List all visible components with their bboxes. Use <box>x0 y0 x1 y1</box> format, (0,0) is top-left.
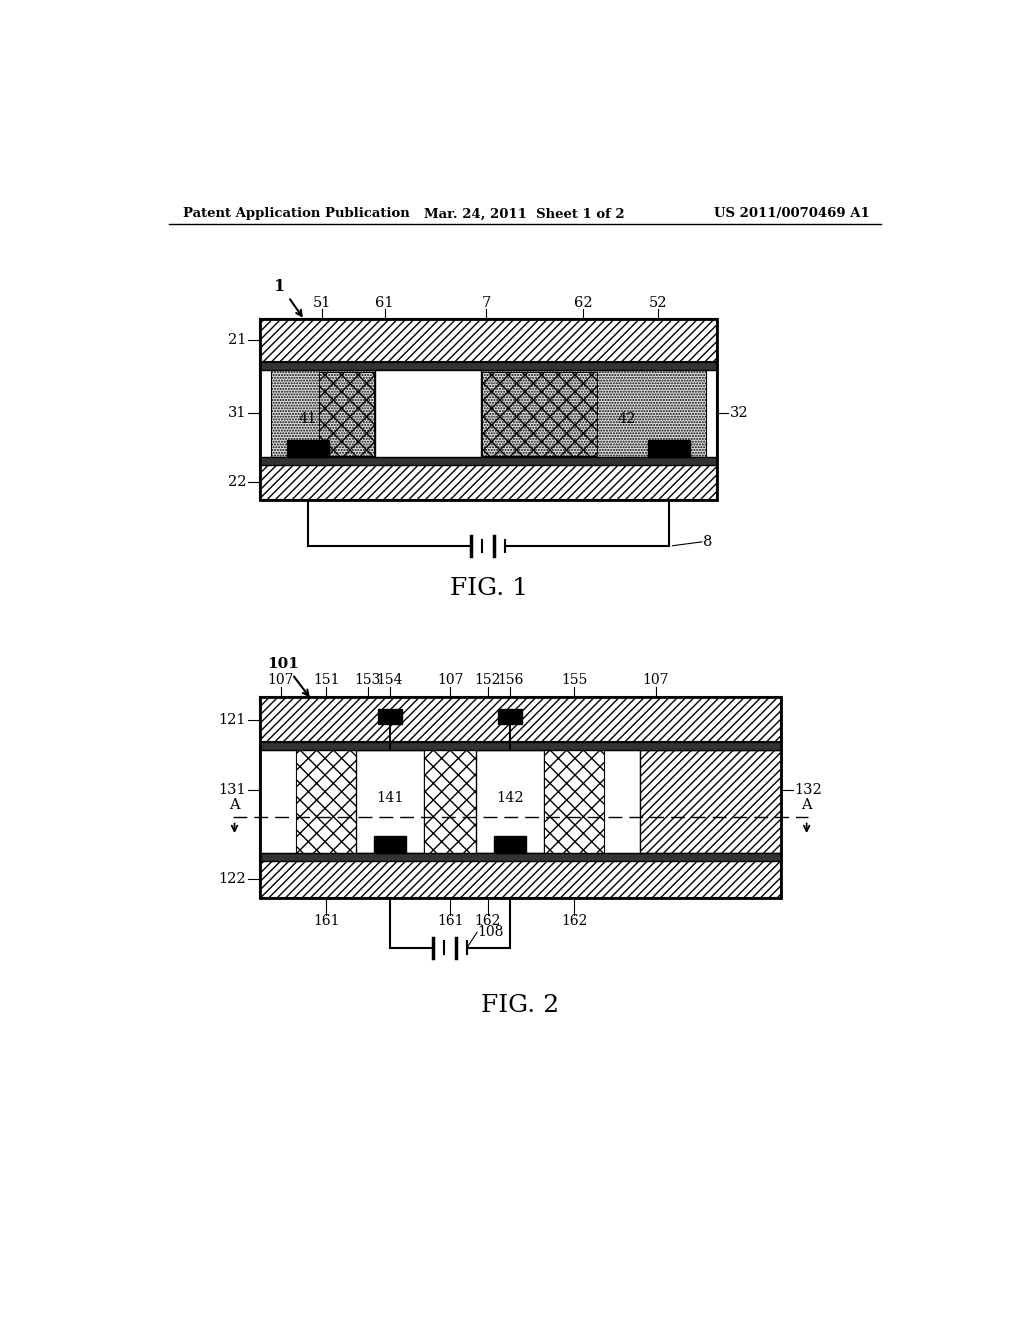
Bar <box>260 465 717 499</box>
Bar <box>260 750 296 853</box>
Text: A: A <box>802 799 812 812</box>
Bar <box>260 742 781 750</box>
Text: 62: 62 <box>574 296 593 310</box>
Text: 141: 141 <box>376 791 403 804</box>
Text: A: A <box>229 799 240 812</box>
Bar <box>260 697 781 898</box>
Text: 21: 21 <box>227 333 246 347</box>
Text: 162: 162 <box>475 913 501 928</box>
Text: FIG. 2: FIG. 2 <box>481 994 559 1016</box>
Bar <box>260 363 717 370</box>
Text: 32: 32 <box>730 407 749 420</box>
Bar <box>296 750 356 853</box>
Text: 161: 161 <box>437 913 463 928</box>
Bar <box>260 318 717 499</box>
Bar <box>260 697 781 742</box>
Text: 162: 162 <box>561 913 588 928</box>
Text: 107: 107 <box>437 673 463 688</box>
Bar <box>482 372 597 455</box>
Text: 1: 1 <box>273 279 285 296</box>
Bar <box>374 836 407 853</box>
Text: 161: 161 <box>313 913 339 928</box>
Bar <box>481 370 706 457</box>
Bar <box>494 836 526 853</box>
Bar <box>271 370 376 457</box>
Text: 132: 132 <box>795 783 822 797</box>
Text: 8: 8 <box>703 535 713 549</box>
Bar <box>356 750 424 853</box>
Bar <box>319 372 374 455</box>
Text: 41: 41 <box>299 412 317 426</box>
Text: 7: 7 <box>481 296 490 310</box>
Bar <box>476 750 544 853</box>
Text: 153: 153 <box>354 673 381 688</box>
Text: 151: 151 <box>313 673 339 688</box>
Bar <box>260 318 717 363</box>
Bar <box>260 861 781 898</box>
Text: 122: 122 <box>218 873 246 886</box>
Bar <box>424 750 476 853</box>
Bar <box>544 750 604 853</box>
Text: 121: 121 <box>218 713 246 727</box>
Bar <box>498 709 522 725</box>
Text: Mar. 24, 2011  Sheet 1 of 2: Mar. 24, 2011 Sheet 1 of 2 <box>425 207 625 220</box>
Text: 142: 142 <box>497 791 524 804</box>
Text: 101: 101 <box>267 657 299 672</box>
Text: FIG. 1: FIG. 1 <box>450 577 527 599</box>
Bar <box>604 750 640 853</box>
Text: 42: 42 <box>617 412 636 426</box>
Text: 52: 52 <box>649 296 668 310</box>
Bar <box>287 441 330 457</box>
Text: 31: 31 <box>227 407 246 420</box>
Text: 155: 155 <box>561 673 588 688</box>
Text: Patent Application Publication: Patent Application Publication <box>183 207 410 220</box>
Text: 131: 131 <box>218 783 246 797</box>
Bar <box>260 853 781 861</box>
Text: 51: 51 <box>312 296 331 310</box>
Bar <box>260 457 717 465</box>
Text: US 2011/0070469 A1: US 2011/0070469 A1 <box>714 207 869 220</box>
Bar <box>640 750 781 853</box>
Bar <box>376 370 481 457</box>
Bar <box>260 363 717 465</box>
Text: 107: 107 <box>267 673 294 688</box>
Text: 152: 152 <box>475 673 501 688</box>
Bar <box>378 709 402 725</box>
Text: 107: 107 <box>642 673 669 688</box>
Text: 156: 156 <box>497 673 523 688</box>
Bar <box>260 742 781 861</box>
Text: 61: 61 <box>376 296 394 310</box>
Bar <box>648 441 690 457</box>
Text: 108: 108 <box>477 925 504 940</box>
Text: 22: 22 <box>227 475 246 488</box>
Text: 154: 154 <box>377 673 403 688</box>
